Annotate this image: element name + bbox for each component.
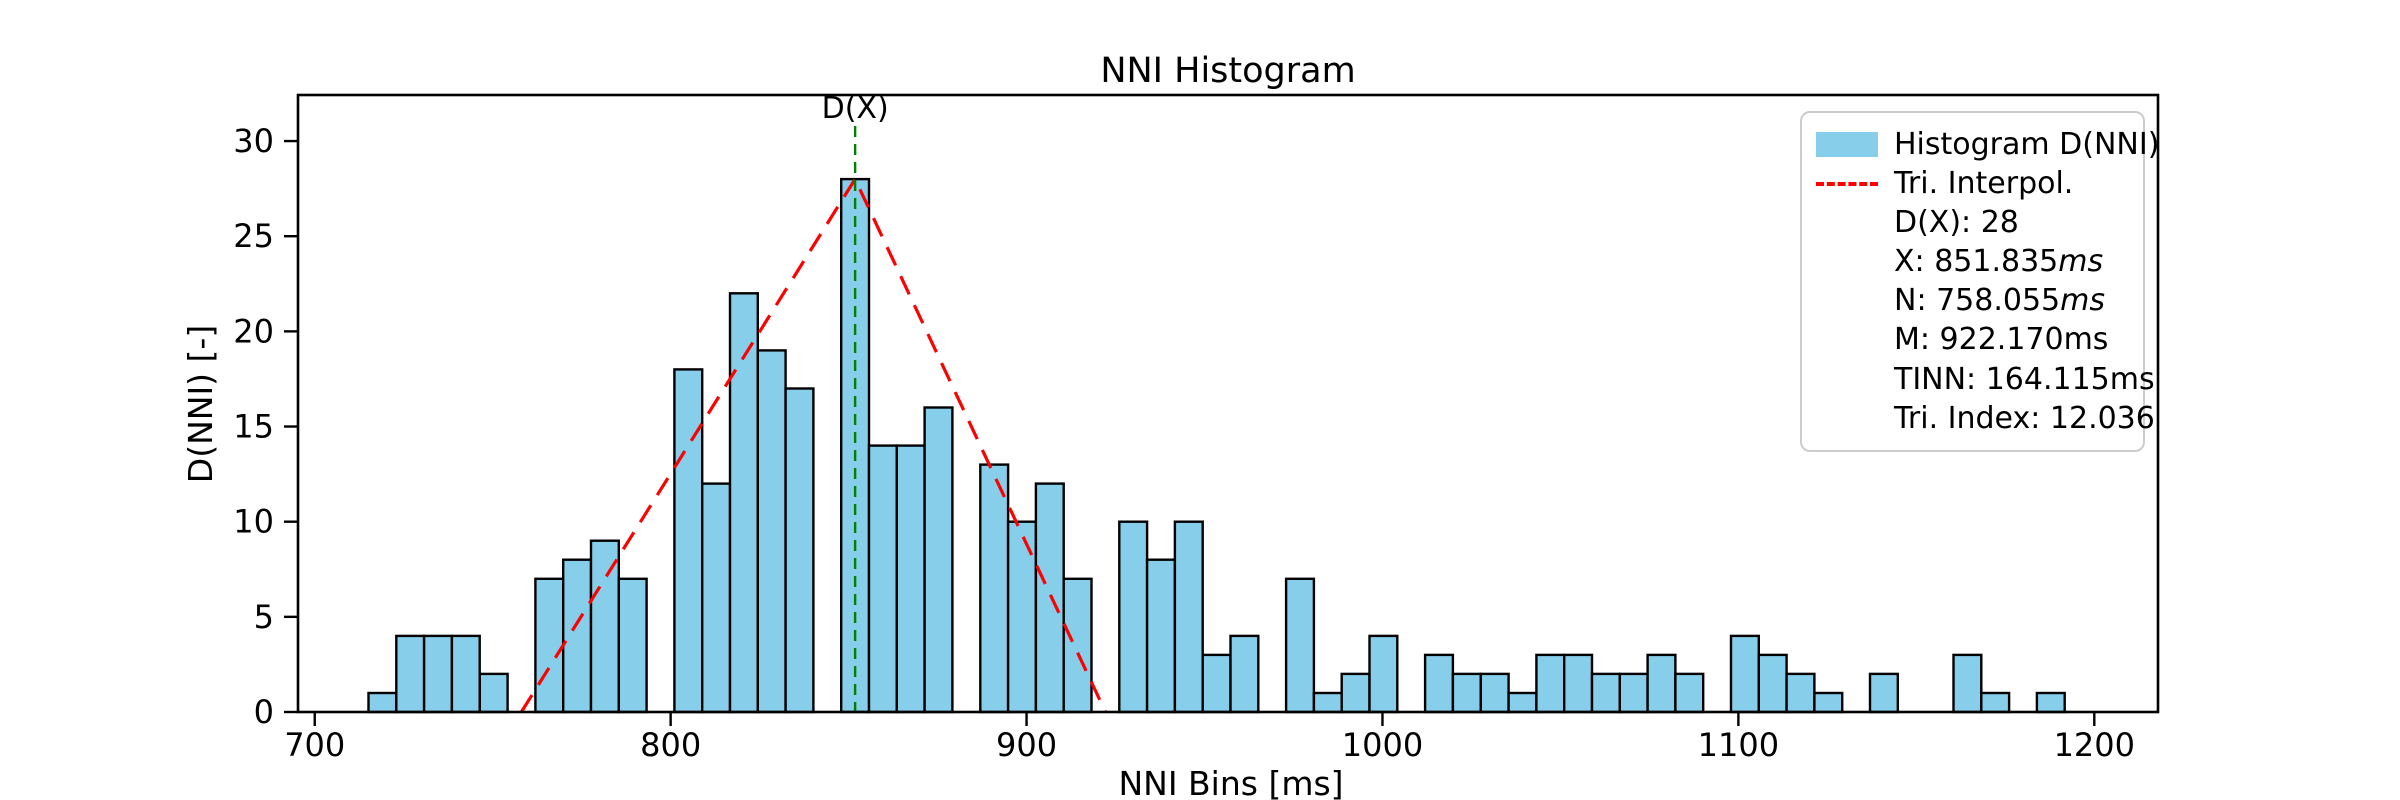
histogram-bar	[923, 406, 954, 714]
histogram-bar	[1201, 653, 1232, 714]
histogram-bar	[1507, 691, 1538, 714]
y-tick-label: 30	[233, 122, 274, 160]
x-tick-label: 1100	[1698, 726, 1779, 764]
legend-text: M: 922.170ms	[1894, 322, 2109, 358]
histogram-bar	[1813, 691, 1844, 714]
histogram-bar	[1868, 672, 1899, 714]
histogram-bar	[478, 672, 509, 714]
histogram-bar	[1674, 672, 1705, 714]
y-tick-label: 0	[254, 693, 274, 731]
histogram-bar	[1952, 653, 1983, 714]
histogram-bar	[1729, 634, 1760, 714]
histogram-bar	[1646, 653, 1677, 714]
legend: Histogram D(NNI) Tri. Interpol. D(X): 28 X:…	[1800, 111, 2159, 452]
histogram-bar	[1118, 520, 1149, 714]
legend-row: X: 851.835ms	[1816, 246, 2129, 278]
legend-text: D(X): 28	[1894, 205, 2019, 241]
histogram-bar	[784, 387, 815, 714]
histogram-bar	[840, 177, 871, 714]
x-axis-ticks: 700 800 900 1000 1100 1200	[284, 712, 2135, 764]
histogram-bar	[1562, 653, 1594, 714]
histogram-bar	[534, 577, 565, 714]
histogram-bar	[1980, 691, 2011, 714]
legend-row: D(X): 28	[1816, 207, 2129, 239]
y-tick-label: 5	[254, 598, 274, 636]
histogram-bar	[1284, 577, 1316, 714]
y-axis-label: D(NNI) [-]	[181, 325, 220, 483]
histogram-bar	[701, 482, 732, 714]
histogram-bar	[895, 444, 926, 714]
legend-text: Tri. Interpol.	[1894, 165, 2074, 201]
y-tick-label: 20	[233, 312, 274, 350]
legend-row: TINN: 164.115ms	[1816, 364, 2155, 396]
histogram-bar	[1312, 691, 1343, 714]
histogram-bar	[1423, 653, 1455, 714]
histogram-bar	[1368, 634, 1399, 714]
y-tick-label: 25	[233, 217, 274, 255]
histogram-bar	[1340, 672, 1371, 714]
legend-text: N: 758.055ms	[1894, 283, 2106, 319]
histogram-bar	[562, 558, 593, 714]
dx-label: D(X)	[822, 91, 889, 126]
histogram-bar	[1535, 653, 1566, 714]
histogram-bar	[589, 539, 620, 714]
histogram-bar	[1590, 672, 1621, 714]
chart-title: NNI Histogram	[1100, 51, 1355, 91]
histogram-bar	[395, 634, 426, 714]
histogram-bar	[1785, 672, 1816, 714]
x-tick-label: 1200	[2054, 726, 2135, 764]
x-tick-label: 700	[284, 726, 345, 764]
histogram-bar	[1145, 558, 1177, 714]
histogram-bar	[450, 634, 481, 714]
legend-row: Tri. Index: 12.036	[1816, 403, 2155, 435]
legend-row: Tri. Interpol.	[1816, 168, 2129, 200]
legend-histogram-swatch	[1816, 132, 1878, 158]
histogram-bars	[367, 177, 2066, 714]
legend-text: Histogram D(NNI)	[1894, 126, 2160, 162]
y-tick-label: 15	[233, 408, 274, 446]
histogram-bar	[617, 577, 648, 714]
legend-text: Tri. Index: 12.036	[1894, 400, 2155, 436]
legend-row: Histogram D(NNI)	[1816, 129, 2159, 161]
histogram-bar	[1062, 577, 1093, 714]
legend-text: X: 851.835ms	[1894, 244, 2104, 280]
triangle-interpolation-line	[519, 175, 1107, 713]
x-axis-label: NNI Bins [ms]	[1118, 764, 1343, 800]
x-tick-label: 1000	[1342, 726, 1423, 764]
histogram-bar	[2035, 691, 2066, 714]
histogram-bar	[422, 634, 454, 714]
histogram-bar	[1034, 482, 1065, 714]
y-tick-label: 10	[233, 503, 274, 541]
histogram-bar	[1229, 634, 1260, 714]
histogram-bar	[1173, 520, 1204, 714]
plot-border	[296, 93, 2160, 714]
histogram-bar	[1757, 653, 1788, 714]
histogram-bar	[1451, 672, 1482, 714]
histogram-bar	[1479, 672, 1510, 714]
histogram-bar	[756, 349, 787, 714]
x-tick-label: 900	[996, 726, 1057, 764]
histogram-bar	[867, 444, 898, 714]
histogram-bar	[1006, 520, 1038, 714]
histogram-bar	[673, 368, 704, 714]
legend-text: TINN: 164.115ms	[1894, 361, 2155, 397]
legend-dashed-line-swatch	[1816, 181, 1878, 186]
legend-row: N: 758.055ms	[1816, 285, 2129, 317]
histogram-bar	[1618, 672, 1649, 714]
legend-row: M: 922.170ms	[1816, 324, 2129, 356]
x-tick-label: 800	[640, 726, 701, 764]
histogram-bar	[367, 691, 398, 714]
histogram-bar	[979, 463, 1010, 714]
y-axis-ticks: 0 5 10 15 20 25 30	[233, 122, 298, 731]
